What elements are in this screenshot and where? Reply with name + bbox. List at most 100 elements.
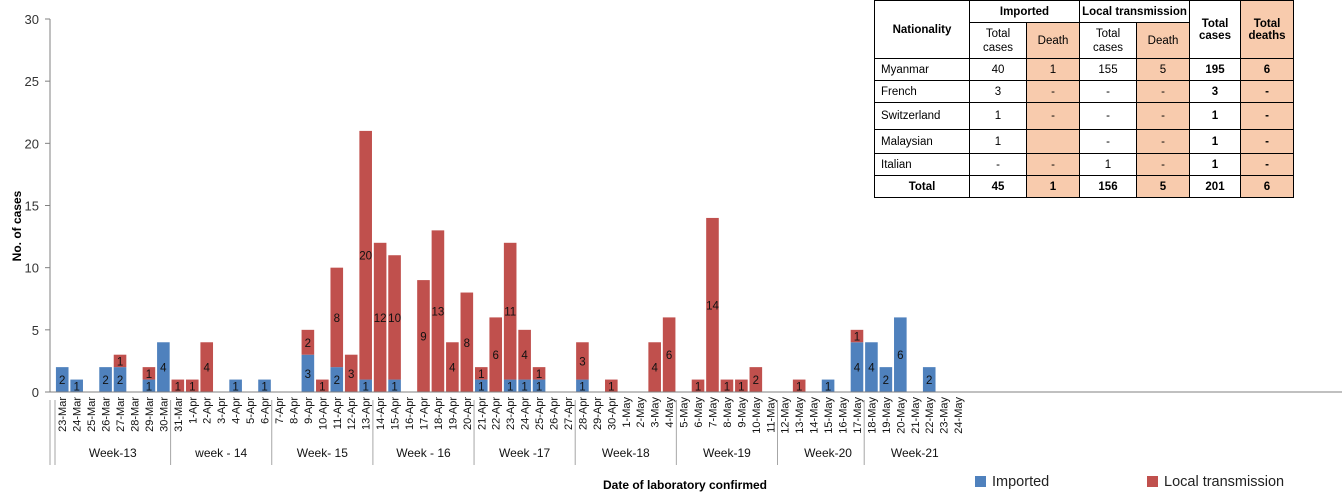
bar-imported-4-Apr [229,379,242,392]
bar-imported-23-Apr [503,379,517,392]
data-label-imported-15-May: 1 [825,381,831,393]
data-label-local-8-May: 1 [724,381,730,393]
header-local-transmission: Local transmission [1079,0,1190,23]
bar-local-24-Apr [518,329,531,380]
cell-local-total: 155 [1079,58,1137,81]
x-tick-label-9-May: 9-May [736,397,748,428]
x-tick-label-14-Apr: 14-Apr [375,397,387,430]
cell-imported-total: 1 [969,129,1027,154]
x-tick-label-27-Mar: 27-Mar [115,397,127,432]
data-label-local-19-Apr: 4 [449,363,456,375]
y-tick-label: 10 [25,261,39,276]
week-label: week - 14 [194,446,247,460]
cell-total-deaths: 6 [1240,175,1294,198]
bar-local-17-Apr [417,280,430,392]
y-tick-label: 0 [32,385,39,400]
bar-local-29-Mar [142,367,156,380]
data-label-local-11-Apr: 8 [334,313,340,325]
x-axis: 23-Mar 24-Mar 25-Mar 26-Mar 27-Mar 28-Mar 29-M… [49,391,1342,465]
week-label: Week- 15 [297,446,348,460]
x-tick-label-2-Apr: 2-Apr [202,397,214,424]
x-tick-label-3-Apr: 3-Apr [216,397,228,424]
subheader-imported-death: Death [1026,22,1080,59]
cell-imported-death: 1 [1026,175,1080,198]
week-label: Week -17 [499,446,550,460]
bar-local-23-Apr [503,242,517,380]
cell-total-deaths: - [1240,80,1294,103]
bar-imported-18-May [865,342,878,392]
data-label-local-17-May: 1 [854,332,860,344]
table-total-row: Total 45 1 156 5 201 6 [874,175,1294,198]
data-label-imported-25-Apr: 1 [536,381,542,393]
bar-local-30-Apr [605,379,618,392]
data-label-local-17-Apr: 9 [420,332,426,344]
x-axis-title: Date of laboratory confirmed [603,478,767,492]
bar-imported-6-Apr [258,379,271,392]
x-tick-label-26-Mar: 26-Mar [101,397,113,432]
bar-imported-22-May [922,367,936,392]
x-tick-label-28-Apr: 28-Apr [577,397,589,430]
legend-local-label: Local transmission [1164,474,1285,490]
cell-imported-total: 3 [969,80,1027,103]
table-row: Italian - - 1 - 1 - [874,153,1294,176]
cell-local-total: 1 [1079,153,1137,176]
bar-imported-19-May [879,367,893,392]
data-label-imported-30-Mar: 4 [160,363,167,375]
x-tick-label-13-May: 13-May [794,397,806,434]
cell-total-deaths: 6 [1240,58,1294,81]
cell-local-death: - [1136,153,1190,176]
x-tick-label-19-May: 19-May [881,397,893,434]
bar-imported-23-Mar [55,367,69,392]
x-tick-label-7-Apr: 7-Apr [274,397,286,424]
cases-summary-table: Nationality Imported Local transmission … [874,0,1294,198]
table-header-row: Nationality Imported Local transmission … [874,0,1294,59]
bar-local-27-Mar [113,354,127,368]
data-label-local-9-May: 1 [738,381,744,393]
x-tick-label-17-May: 17-May [852,397,864,434]
cell-nationality: Switzerland [874,102,970,130]
x-tick-label-24-May: 24-May [953,397,965,434]
header-total-cases: Total cases [1189,0,1241,59]
data-label-imported-6-Apr: 1 [261,381,267,393]
week-label: Week-13 [89,446,137,460]
cell-total-cases: 3 [1189,80,1241,103]
x-tick-label-22-Apr: 22-Apr [491,397,503,430]
cell-total-cases: 201 [1189,175,1241,198]
subheader-local-death: Death [1136,22,1190,59]
data-label-imported-19-May: 2 [883,375,889,387]
bar-imported-26-Mar [99,367,112,392]
cell-total-cases: 1 [1189,102,1241,130]
legend-local-transmission: Local transmission [1147,474,1284,490]
x-tick-label-6-May: 6-May [693,397,705,428]
x-tick-label-29-Mar: 29-Mar [144,397,156,432]
bar-local-8-May [720,379,734,392]
data-label-local-1-Apr: 1 [189,381,195,393]
data-label-local-29-Mar: 1 [146,369,152,381]
x-tick-label-29-Apr: 29-Apr [592,397,604,430]
data-label-local-13-Apr: 20 [359,251,372,263]
data-label-local-14-Apr: 12 [374,313,387,325]
data-label-imported-9-Apr: 3 [305,369,311,381]
table-subheader-row: Total cases Death Total cases Death [875,22,1294,59]
week-label: Week-21 [891,446,939,460]
cell-imported-total: 40 [969,58,1027,81]
cell-imported-total: 1 [969,102,1027,130]
data-label-local-12-Apr: 3 [348,369,354,381]
x-tick-label-3-May: 3-May [650,397,662,428]
data-label-imported-27-Mar: 2 [117,375,123,387]
x-tick-label-12-Apr: 12-Apr [346,397,358,430]
bar-imported-24-Apr [518,379,531,392]
week-label: Week - 16 [396,446,451,460]
bar-local-10-May [749,367,763,392]
data-label-imported-20-May: 6 [897,350,903,362]
cell-local-total: - [1079,80,1137,103]
header-nationality: Nationality [874,0,970,59]
data-label-local-31-Mar: 1 [175,381,181,393]
x-tick-label-23-Mar: 23-Mar [57,397,69,432]
cell-total-cases: 1 [1189,153,1241,176]
bar-local-31-Mar [171,379,185,392]
x-tick-label-30-Mar: 30-Mar [158,397,170,432]
cell-local-death: - [1136,129,1190,154]
cell-nationality: French [874,80,970,103]
